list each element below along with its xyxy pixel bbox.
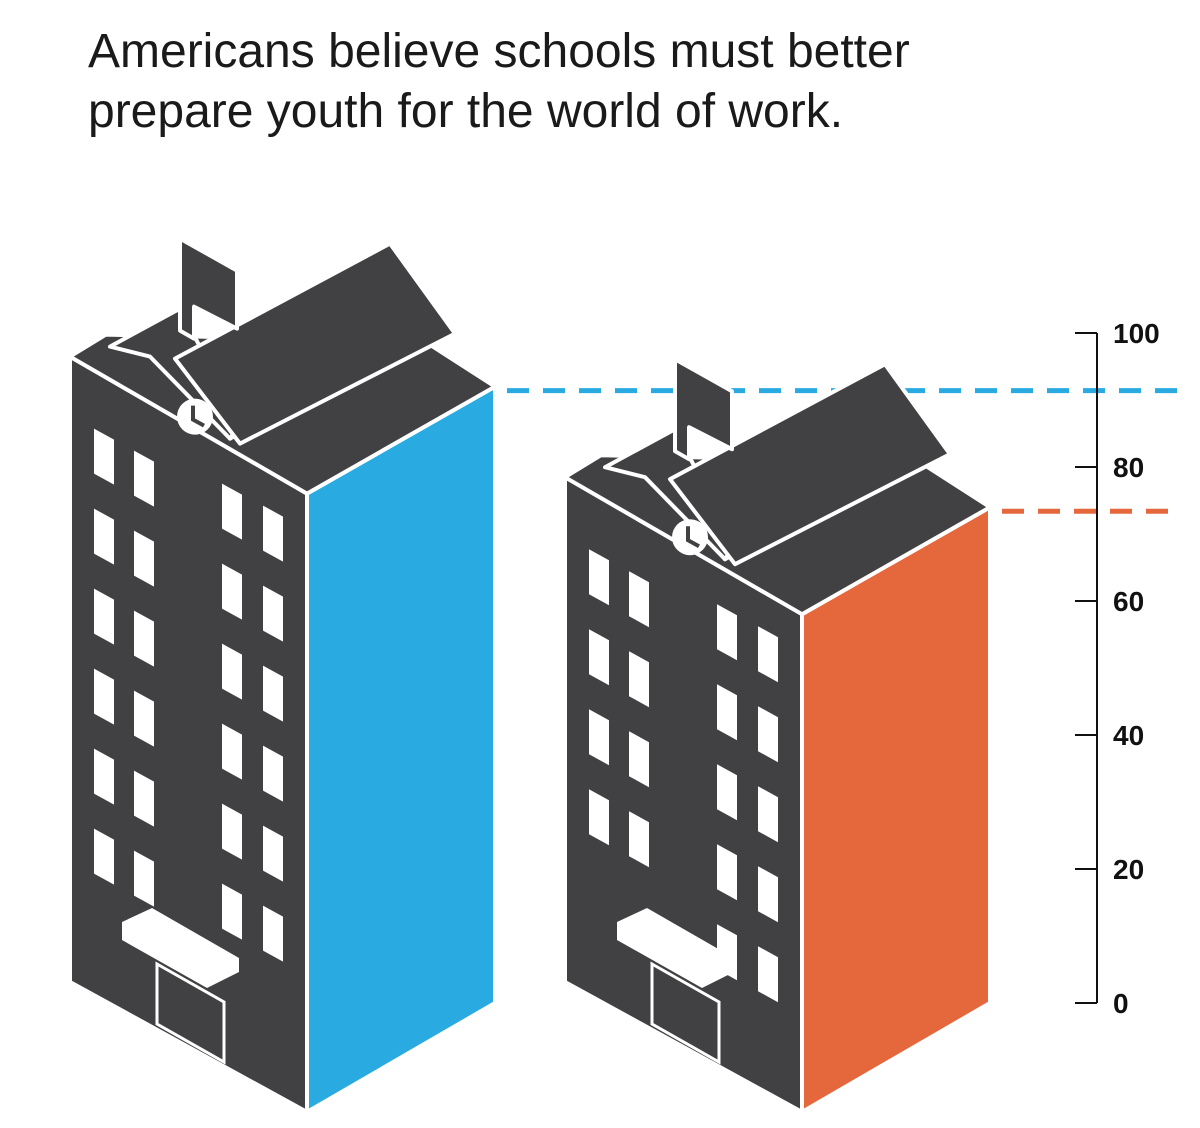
building-pitched-roof bbox=[173, 241, 457, 446]
window bbox=[758, 866, 778, 923]
window bbox=[589, 629, 609, 686]
building-pitched-roof bbox=[668, 362, 952, 567]
window bbox=[629, 651, 649, 708]
window bbox=[134, 770, 154, 827]
window bbox=[222, 883, 242, 940]
window bbox=[717, 764, 737, 821]
window bbox=[134, 530, 154, 587]
window bbox=[263, 905, 283, 962]
clock-hands bbox=[191, 405, 205, 428]
y-tick-label: 40 bbox=[1113, 720, 1144, 751]
y-tick-label: 20 bbox=[1113, 854, 1144, 885]
window bbox=[758, 946, 778, 1003]
window bbox=[94, 428, 114, 485]
window bbox=[758, 786, 778, 843]
window bbox=[94, 828, 114, 885]
window bbox=[263, 505, 283, 562]
window bbox=[94, 748, 114, 805]
building-1 bbox=[68, 236, 497, 1114]
window bbox=[222, 723, 242, 780]
window bbox=[263, 745, 283, 802]
window bbox=[629, 571, 649, 628]
building-2 bbox=[563, 357, 992, 1114]
window bbox=[263, 665, 283, 722]
chart-title: Americans believe schools must better pr… bbox=[88, 22, 1088, 142]
window bbox=[589, 549, 609, 606]
window bbox=[94, 668, 114, 725]
clock-hands bbox=[686, 526, 700, 548]
window bbox=[758, 706, 778, 763]
y-tick-label: 80 bbox=[1113, 452, 1144, 483]
window bbox=[222, 483, 242, 540]
door bbox=[155, 961, 226, 1065]
window bbox=[222, 643, 242, 700]
window bbox=[94, 588, 114, 645]
window bbox=[94, 508, 114, 565]
window bbox=[134, 690, 154, 747]
window bbox=[222, 563, 242, 620]
window bbox=[717, 604, 737, 661]
flag-icon bbox=[673, 357, 734, 462]
chart-title-line-2: prepare youth for the world of work. bbox=[88, 85, 844, 138]
window bbox=[263, 585, 283, 642]
chart-title-line-1: Americans believe schools must better bbox=[88, 25, 910, 78]
entrance-canopy bbox=[122, 908, 239, 988]
y-tick-label: 100 bbox=[1113, 318, 1160, 349]
window bbox=[134, 850, 154, 907]
window bbox=[222, 803, 242, 860]
window bbox=[758, 626, 778, 683]
window bbox=[134, 610, 154, 667]
window bbox=[263, 825, 283, 882]
window bbox=[629, 731, 649, 788]
window bbox=[589, 789, 609, 846]
y-tick-label: 60 bbox=[1113, 586, 1144, 617]
bar-1 bbox=[305, 384, 497, 1114]
window bbox=[717, 684, 737, 741]
window bbox=[629, 811, 649, 868]
y-tick-label: 0 bbox=[1113, 988, 1129, 1019]
window bbox=[717, 844, 737, 901]
window bbox=[589, 709, 609, 766]
entrance-canopy bbox=[617, 908, 734, 988]
flag-icon bbox=[178, 236, 239, 341]
window bbox=[134, 450, 154, 507]
y-axis: 0 20 40 60 80 100 bbox=[1075, 318, 1160, 1019]
door bbox=[650, 961, 721, 1065]
